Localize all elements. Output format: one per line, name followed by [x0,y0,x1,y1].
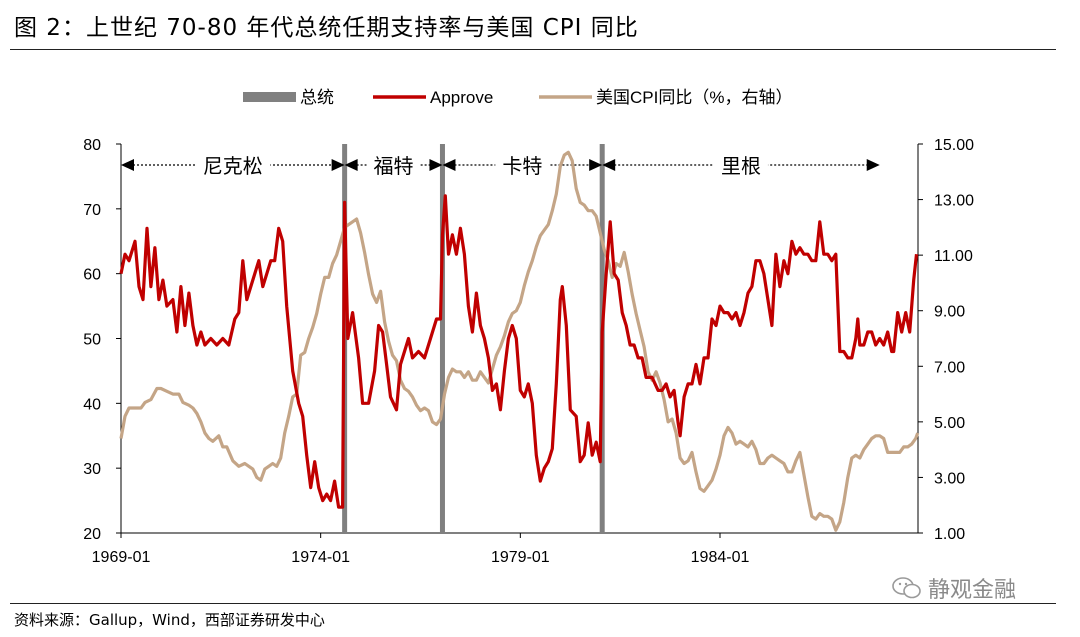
right-tick-label: 7.00 [934,359,965,376]
source-note: 资料来源：Gallup，Wind，西部证券研发中心 [14,611,325,629]
term-label-bg [366,151,421,179]
left-tick-label: 50 [83,332,101,349]
term-arrow-head-right [331,159,345,171]
left-tick-label: 70 [83,202,101,219]
legend-swatch-president [243,92,296,102]
cpi-series-line [119,150,920,532]
left-tick-label: 20 [83,526,101,543]
watermark: 静观金融 [892,572,1016,604]
right-tick-label: 15.00 [934,137,974,154]
left-tick-label: 30 [83,461,101,478]
term-label-bg [713,151,768,179]
x-tick-label: 1974-01 [291,549,350,566]
legend-label-cpi: 美国CPI同比（%，右轴） [596,88,792,107]
term-arrow-head-right [866,159,880,171]
term-label-bg [195,151,271,179]
wechat-icon [892,577,921,599]
figure-title: 图 2：上世纪 70-80 年代总统任期支持率与美国 CPI 同比 [14,15,639,41]
president-name-label: 尼克松 [203,154,263,178]
x-tick-label: 1979-01 [491,549,550,566]
right-tick-label: 13.00 [934,193,974,210]
right-tick-label: 3.00 [934,470,965,487]
president-name-label: 卡特 [502,154,542,178]
watermark-text: 静观金融 [928,578,1017,603]
president-change-marker [439,144,445,533]
x-tick-label: 1969-01 [92,549,151,566]
left-tick-label: 40 [83,396,101,413]
term-label-bg [495,151,550,179]
term-arrow-head-left [121,159,134,171]
right-tick-label: 1.00 [934,526,965,543]
term-arrow-head-left [344,159,358,171]
right-tick-label: 5.00 [934,415,965,432]
left-tick-label: 80 [83,137,101,154]
president-name-label: 福特 [374,154,414,178]
legend-label-president: 总统 [300,88,334,107]
left-tick-label: 60 [83,267,101,284]
legend-label-approve: Approve [430,88,493,107]
right-tick-label: 11.00 [934,248,973,265]
president-name-label: 里根 [721,154,761,178]
term-arrow-head-left [442,159,456,171]
right-tick-label: 9.00 [934,304,965,321]
approve-series-line [119,194,919,509]
term-arrow-head-left [602,159,616,171]
x-tick-label: 1984-01 [691,549,750,566]
title-rule [10,49,1056,50]
term-arrow-head-right [589,159,603,171]
footer-rule [10,603,1056,604]
term-arrow-head-right [429,159,443,171]
